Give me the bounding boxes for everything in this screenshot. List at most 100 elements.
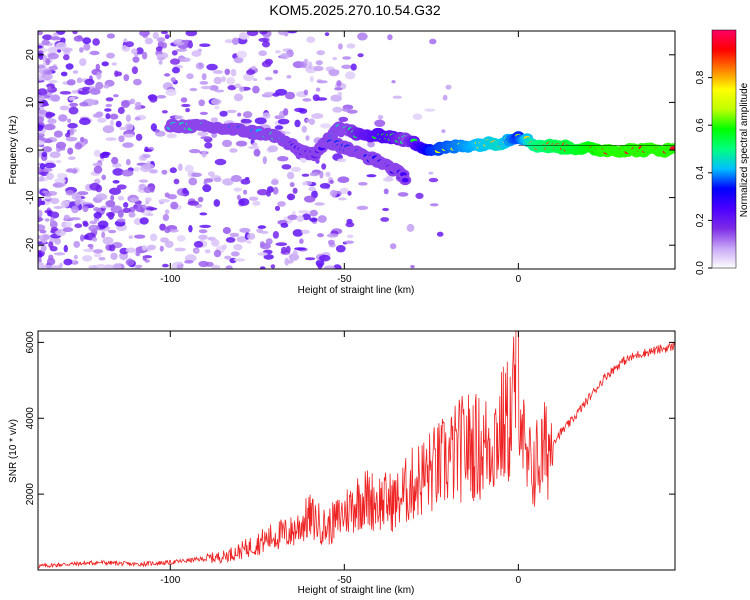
noise-blob: [109, 113, 119, 120]
noise-blob: [206, 63, 218, 71]
noise-blob: [164, 73, 171, 77]
noise-blob: [82, 37, 92, 45]
noise-blob: [53, 206, 63, 209]
colorbar-ticks: 0.0 0.2 0.4 0.6 0.8: [695, 70, 712, 275]
noise-blob: [135, 250, 141, 257]
colorbar-tick-label: 0.8: [695, 70, 706, 84]
noise-blob: [46, 172, 54, 180]
noise-blob: [259, 31, 268, 35]
noise-blob: [272, 231, 279, 239]
noise-blob: [92, 38, 100, 46]
noise-blob: [105, 113, 111, 120]
noise-blob: [148, 169, 158, 174]
noise-blob: [71, 89, 78, 94]
noise-blob: [46, 257, 56, 266]
noise-blob: [345, 222, 355, 228]
noise-blob: [145, 197, 152, 203]
noise-blob: [210, 117, 219, 123]
colorbar: 0.0 0.2 0.4 0.6 0.8 Normalized spectral ampl…: [695, 29, 750, 275]
noise-blob: [178, 265, 183, 269]
noise-blob: [345, 71, 356, 80]
noise-blob: [277, 201, 286, 207]
noise-blob: [227, 85, 237, 91]
noise-blob: [406, 223, 415, 232]
noise-blob: [50, 217, 55, 225]
x-tick-label: -100: [160, 274, 180, 285]
noise-blob: [93, 207, 100, 212]
noise-blob: [96, 71, 102, 80]
noise-blob: [122, 142, 134, 148]
noise-blob: [277, 118, 290, 125]
noise-blob: [71, 193, 82, 201]
noise-blob: [445, 84, 452, 90]
noise-blob: [292, 187, 298, 194]
noise-blob: [106, 52, 115, 59]
noise-blob: [315, 87, 321, 92]
noise-blob: [342, 107, 350, 112]
noise-blob: [179, 57, 191, 62]
noise-blob: [207, 171, 215, 177]
noise-blob: [199, 212, 208, 216]
snr-series-line: [38, 331, 675, 569]
noise-blob: [38, 64, 46, 69]
noise-blob: [44, 162, 56, 169]
noise-blob: [118, 135, 125, 143]
noise-blob: [424, 108, 436, 112]
noise-blob: [246, 69, 256, 75]
noise-blob: [187, 40, 193, 49]
noise-blob: [105, 200, 116, 208]
noise-blob: [318, 254, 331, 262]
noise-blob: [357, 32, 368, 41]
noise-blob: [114, 70, 119, 77]
noise-blob: [221, 76, 226, 82]
noise-blob: [242, 73, 254, 82]
noise-blob: [125, 114, 131, 122]
noise-blob: [156, 37, 166, 43]
noise-blob: [94, 178, 101, 185]
noise-blob: [170, 58, 180, 65]
noise-blob: [95, 193, 108, 201]
noise-blob: [113, 94, 119, 98]
noise-blob: [38, 88, 48, 96]
noise-blob: [337, 176, 350, 183]
noise-blob: [213, 199, 221, 207]
noise-blob: [79, 47, 84, 53]
noise-blob: [229, 148, 238, 153]
noise-blob: [221, 244, 227, 250]
noise-blob: [301, 173, 310, 177]
noise-blob: [109, 187, 121, 195]
noise-blob: [119, 126, 126, 131]
noise-blob: [134, 116, 141, 121]
noise-blob: [161, 31, 168, 35]
noise-blob: [45, 58, 51, 66]
noise-blob: [67, 147, 74, 155]
noise-blob: [149, 185, 155, 193]
noise-blob: [39, 229, 47, 234]
colorbar-tick-label: 0.0: [695, 261, 706, 275]
noise-blob: [341, 64, 352, 70]
noise-blob: [117, 218, 126, 223]
noise-blob: [258, 37, 270, 42]
noise-blob: [89, 182, 101, 191]
noise-blob: [108, 229, 117, 234]
snr-y-axis-label: SNR (10 * v/v): [8, 419, 19, 483]
noise-blob: [67, 118, 72, 123]
noise-blob: [65, 136, 78, 142]
spectrogram-ridge-layer: [164, 118, 675, 186]
noise-blob: [112, 180, 120, 184]
noise-blob: [67, 122, 78, 129]
noise-blob: [145, 207, 158, 211]
noise-blob: [50, 227, 59, 232]
noise-blob: [160, 237, 169, 243]
noise-blob: [79, 117, 91, 126]
noise-blob: [41, 151, 48, 158]
noise-blob: [240, 118, 252, 124]
noise-blob: [123, 202, 129, 208]
noise-blob: [222, 139, 232, 148]
noise-blob: [50, 197, 60, 205]
noise-blob: [38, 252, 43, 258]
noise-blob: [73, 35, 84, 42]
noise-blob: [161, 42, 168, 49]
colorbar-tick-label: 0.6: [695, 118, 706, 132]
